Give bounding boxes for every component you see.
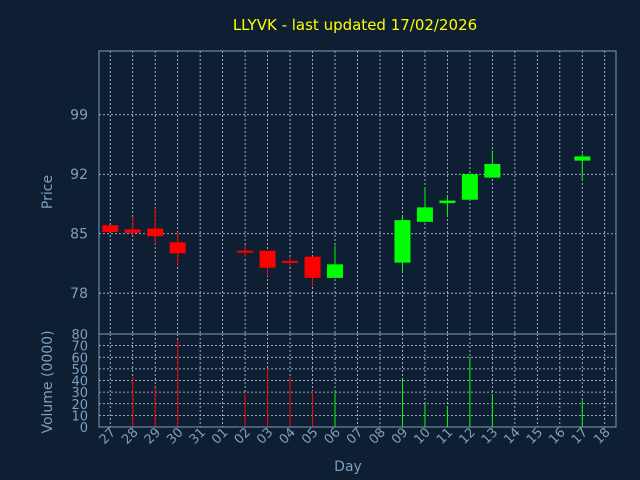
x-tick-label: 01 <box>209 425 231 447</box>
price-axis-ticks: 78 85 92 99 <box>70 108 88 302</box>
x-tick-label: 18 <box>591 425 613 447</box>
candle <box>439 195 456 217</box>
x-tick-label: 30 <box>164 425 186 447</box>
x-axis-ticks: 27 28 29 30 31 01 02 03 04 05 06 07 08 09 10 11 12 13 14 15… <box>97 425 614 447</box>
candle <box>147 208 164 244</box>
price-tick-label: 99 <box>70 108 88 124</box>
x-tick-label: 17 <box>569 425 591 447</box>
candle <box>304 256 321 287</box>
candle-body <box>282 260 299 263</box>
x-tick-label: 31 <box>187 425 209 447</box>
x-tick-label: 06 <box>322 425 344 447</box>
candle-body <box>147 228 164 237</box>
candle-body <box>394 220 411 263</box>
candle <box>574 153 591 182</box>
x-tick-label: 28 <box>119 425 141 447</box>
candle-body <box>416 207 433 222</box>
x-tick-label: 13 <box>479 425 501 447</box>
candle <box>237 245 254 258</box>
candle <box>461 173 478 200</box>
x-tick-label: 14 <box>501 425 523 447</box>
chart-title: LLYVK - last updated 17/02/2026 <box>233 16 477 34</box>
volume-tick-label: 0 <box>80 421 88 436</box>
candle <box>394 216 411 273</box>
price-tick-label: 85 <box>70 227 88 243</box>
volume-tick-label: 30 <box>71 386 88 401</box>
x-tick-label: 05 <box>299 425 321 447</box>
candle-body <box>484 164 501 178</box>
x-tick-label: 07 <box>344 425 366 447</box>
candle-body <box>461 174 478 200</box>
volume-tick-label: 10 <box>71 409 88 424</box>
x-axis-label: Day <box>334 459 362 475</box>
price-tick-label: 92 <box>70 167 88 183</box>
volume-tick-label: 60 <box>71 351 88 366</box>
x-tick-label: 03 <box>254 425 276 447</box>
candle <box>259 250 276 277</box>
volume-axis-label: Volume (0000) <box>40 330 56 433</box>
volume-bars <box>132 339 583 427</box>
x-tick-label: 11 <box>434 425 456 447</box>
candle <box>484 150 501 178</box>
x-tick-label: 09 <box>389 425 411 447</box>
candle-body <box>439 200 456 204</box>
candle <box>102 225 119 233</box>
x-tick-label: 04 <box>277 425 299 447</box>
volume-tick-label: 80 <box>71 328 88 343</box>
candles <box>102 150 591 287</box>
volume-tick-label: 50 <box>71 363 88 378</box>
candle-body <box>169 242 186 254</box>
candle <box>416 186 433 222</box>
candle <box>169 232 186 267</box>
price-axis-label: Price <box>40 175 56 209</box>
candle-body <box>124 229 141 233</box>
x-tick-label: 29 <box>142 425 164 447</box>
volume-tick-label: 40 <box>71 375 88 390</box>
candle <box>327 245 344 278</box>
candle-body <box>327 264 344 278</box>
candle-body <box>259 250 276 268</box>
x-tick-label: 12 <box>456 425 478 447</box>
candle <box>124 216 141 236</box>
x-tick-label: 27 <box>97 425 119 447</box>
x-tick-label: 15 <box>524 425 546 447</box>
candle <box>282 256 299 267</box>
candle-body <box>574 156 591 161</box>
candle-body <box>304 256 321 278</box>
volume-tick-label: 20 <box>71 398 88 413</box>
volume-panel-frame <box>98 333 617 428</box>
x-tick-label: 10 <box>411 425 433 447</box>
x-tick-label: 02 <box>232 425 254 447</box>
grid <box>99 51 616 427</box>
volume-tick-label: 70 <box>71 340 88 355</box>
x-tick-label: 16 <box>546 425 568 447</box>
price-tick-label: 78 <box>70 286 88 302</box>
candle-body <box>102 225 119 233</box>
x-tick-label: 08 <box>366 425 388 447</box>
candle-body <box>237 250 254 253</box>
